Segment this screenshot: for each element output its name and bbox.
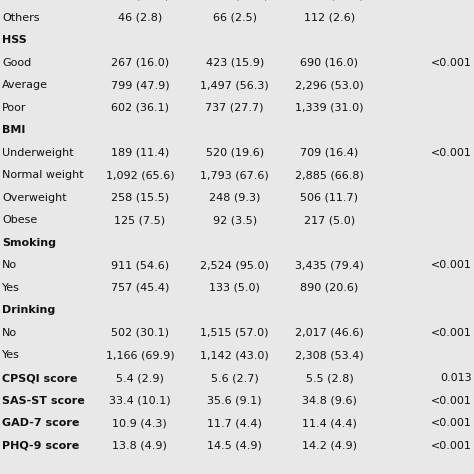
Text: Drinking: Drinking bbox=[2, 305, 55, 316]
Text: 5.4 (2.9): 5.4 (2.9) bbox=[116, 373, 164, 383]
Text: 5.5 (2.8): 5.5 (2.8) bbox=[306, 373, 353, 383]
Text: SAS-ST score: SAS-ST score bbox=[2, 395, 85, 406]
Text: <0.001: <0.001 bbox=[431, 260, 472, 271]
Text: 13.8 (4.9): 13.8 (4.9) bbox=[112, 440, 167, 451]
Text: 1,793 (67.6): 1,793 (67.6) bbox=[200, 170, 269, 181]
Text: 189 (11.4): 189 (11.4) bbox=[111, 148, 169, 158]
Text: 1,092 (65.6): 1,092 (65.6) bbox=[106, 170, 174, 181]
Text: Good: Good bbox=[2, 58, 32, 68]
Text: 2,308 (53.4): 2,308 (53.4) bbox=[295, 350, 364, 361]
Text: Average: Average bbox=[2, 80, 48, 91]
Text: 11.7 (4.4): 11.7 (4.4) bbox=[207, 418, 262, 428]
Text: 2,885 (66.8): 2,885 (66.8) bbox=[295, 170, 364, 181]
Text: 1,142 (43.0): 1,142 (43.0) bbox=[200, 350, 269, 361]
Text: Others: Others bbox=[2, 13, 40, 23]
Text: 35.6 (9.1): 35.6 (9.1) bbox=[207, 395, 262, 406]
Text: 3,435 (79.4): 3,435 (79.4) bbox=[295, 260, 364, 271]
Text: 267 (16.0): 267 (16.0) bbox=[111, 58, 169, 68]
Text: 1,339 (31.0): 1,339 (31.0) bbox=[295, 103, 364, 113]
Text: <0.001: <0.001 bbox=[431, 148, 472, 158]
Text: 757 (45.4): 757 (45.4) bbox=[110, 283, 169, 293]
Text: 258 (15.5): 258 (15.5) bbox=[111, 193, 169, 203]
Text: Yes: Yes bbox=[2, 350, 20, 361]
Text: GAD-7 score: GAD-7 score bbox=[2, 418, 80, 428]
Text: 2,017 (46.6): 2,017 (46.6) bbox=[295, 328, 364, 338]
Text: No: No bbox=[2, 260, 18, 271]
Text: No: No bbox=[2, 328, 18, 338]
Text: Overweight: Overweight bbox=[2, 193, 67, 203]
Text: 14.5 (4.9): 14.5 (4.9) bbox=[207, 440, 262, 451]
Text: 520 (19.6): 520 (19.6) bbox=[206, 148, 264, 158]
Text: CPSQI score: CPSQI score bbox=[2, 373, 78, 383]
Text: 11.4 (4.4): 11.4 (4.4) bbox=[302, 418, 357, 428]
Text: Obese: Obese bbox=[2, 215, 37, 226]
Text: 125 (7.5): 125 (7.5) bbox=[114, 215, 165, 226]
Text: 92 (3.5): 92 (3.5) bbox=[212, 215, 257, 226]
Text: PHQ-9 score: PHQ-9 score bbox=[2, 440, 80, 451]
Text: 0.013: 0.013 bbox=[440, 373, 472, 383]
Text: 133 (5.0): 133 (5.0) bbox=[209, 283, 260, 293]
Text: 2,524 (95.0): 2,524 (95.0) bbox=[200, 260, 269, 271]
Text: 5.6 (2.7): 5.6 (2.7) bbox=[211, 373, 258, 383]
Text: Smoking: Smoking bbox=[2, 238, 56, 248]
Text: 1,515 (57.0): 1,515 (57.0) bbox=[201, 328, 269, 338]
Text: 690 (16.0): 690 (16.0) bbox=[301, 58, 358, 68]
Text: 66 (2.5): 66 (2.5) bbox=[213, 13, 256, 23]
Text: 911 (54.6): 911 (54.6) bbox=[111, 260, 169, 271]
Text: 112 (2.6): 112 (2.6) bbox=[304, 13, 355, 23]
Text: Normal weight: Normal weight bbox=[2, 170, 84, 181]
Text: 799 (47.9): 799 (47.9) bbox=[110, 80, 169, 91]
Text: <0.001: <0.001 bbox=[431, 440, 472, 451]
Text: Underweight: Underweight bbox=[2, 148, 74, 158]
Text: 217 (5.0): 217 (5.0) bbox=[304, 215, 355, 226]
Text: <0.001: <0.001 bbox=[431, 58, 472, 68]
Text: 502 (30.1): 502 (30.1) bbox=[111, 328, 169, 338]
Text: 737 (27.7): 737 (27.7) bbox=[205, 103, 264, 113]
Text: 1,166 (69.9): 1,166 (69.9) bbox=[106, 350, 174, 361]
Text: BMI: BMI bbox=[2, 125, 26, 136]
Text: <0.001: <0.001 bbox=[431, 395, 472, 406]
Text: <0.001: <0.001 bbox=[431, 328, 472, 338]
Text: 10.9 (4.3): 10.9 (4.3) bbox=[112, 418, 167, 428]
Text: 34.8 (9.6): 34.8 (9.6) bbox=[302, 395, 357, 406]
Text: 14.2 (4.9): 14.2 (4.9) bbox=[302, 440, 357, 451]
Text: Poor: Poor bbox=[2, 103, 27, 113]
Text: HSS: HSS bbox=[2, 35, 27, 46]
Text: 602 (36.1): 602 (36.1) bbox=[111, 103, 169, 113]
Text: <0.001: <0.001 bbox=[431, 418, 472, 428]
Text: 248 (9.3): 248 (9.3) bbox=[209, 193, 260, 203]
Text: 33.4 (10.1): 33.4 (10.1) bbox=[109, 395, 171, 406]
Text: 46 (2.8): 46 (2.8) bbox=[118, 13, 162, 23]
Text: 423 (15.9): 423 (15.9) bbox=[206, 58, 264, 68]
Text: 2,296 (53.0): 2,296 (53.0) bbox=[295, 80, 364, 91]
Text: 709 (16.4): 709 (16.4) bbox=[301, 148, 358, 158]
Text: 890 (20.6): 890 (20.6) bbox=[301, 283, 358, 293]
Text: Yes: Yes bbox=[2, 283, 20, 293]
Text: 506 (11.7): 506 (11.7) bbox=[301, 193, 358, 203]
Text: 1,497 (56.3): 1,497 (56.3) bbox=[200, 80, 269, 91]
